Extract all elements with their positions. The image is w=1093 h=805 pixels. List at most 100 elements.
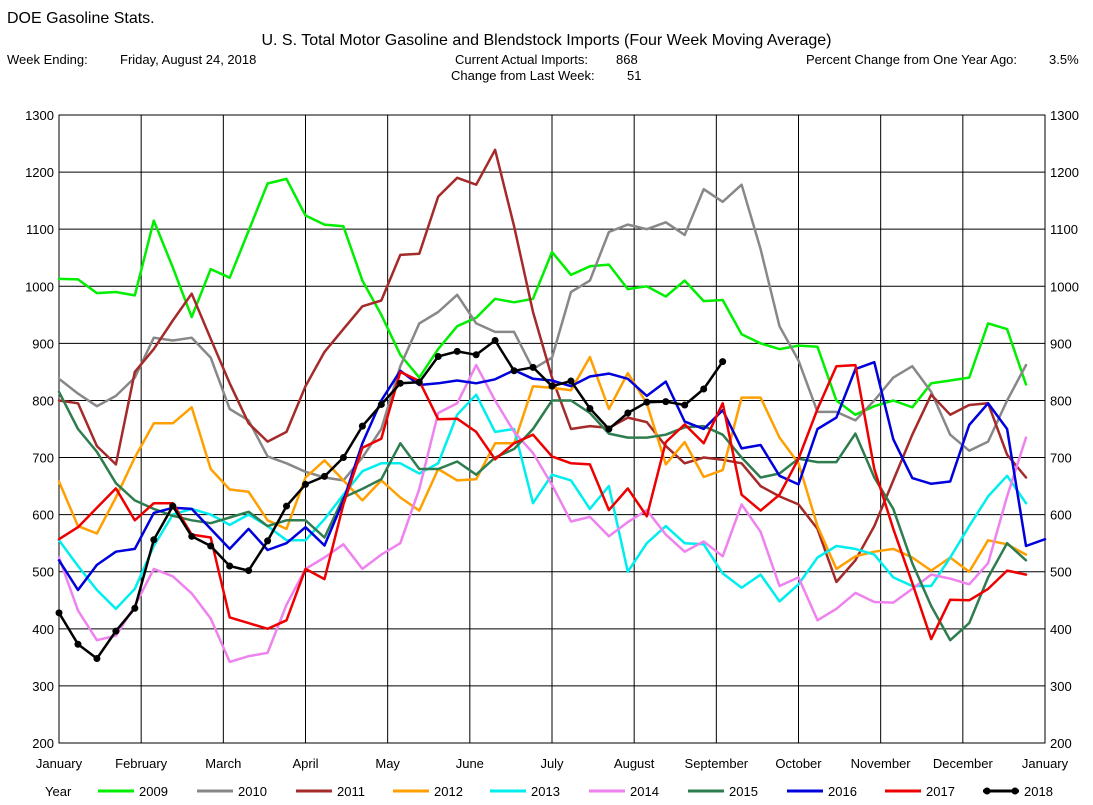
series-point-2018 bbox=[434, 352, 442, 360]
series-point-2018 bbox=[453, 347, 461, 355]
weekly-change-label: Change from Last Week: bbox=[451, 68, 595, 83]
y-tick-label-left: 800 bbox=[32, 393, 54, 408]
y-tick-label-right: 900 bbox=[1050, 336, 1072, 351]
legend-label-2010: 2010 bbox=[238, 784, 267, 799]
y-tick-label-left: 200 bbox=[32, 736, 54, 751]
series-line-2011 bbox=[57, 148, 1028, 584]
y-tick-label-left: 1100 bbox=[26, 222, 54, 237]
y-tick-label-left: 900 bbox=[32, 336, 54, 351]
series-point-2018 bbox=[472, 351, 480, 359]
y-tick-label-left: 1200 bbox=[25, 165, 54, 180]
series-line-2016 bbox=[57, 360, 1047, 592]
series-line-2014 bbox=[57, 363, 1028, 664]
series-line-2012 bbox=[57, 355, 1028, 573]
y-tick-label-left: 400 bbox=[32, 622, 54, 637]
legend-label-2017: 2017 bbox=[926, 784, 955, 799]
legend-label-2012: 2012 bbox=[434, 784, 463, 799]
week-ending-value: Friday, August 24, 2018 bbox=[120, 52, 257, 67]
series-line-2018 bbox=[57, 339, 724, 660]
app-title: DOE Gasoline Stats. bbox=[7, 10, 155, 27]
series-point-2018 bbox=[548, 382, 556, 390]
y-tick-label-right: 500 bbox=[1050, 565, 1072, 580]
legend-label-2015: 2015 bbox=[729, 784, 758, 799]
series-point-2018 bbox=[510, 367, 518, 375]
y-tick-label-right: 600 bbox=[1050, 508, 1072, 523]
series-point-2018 bbox=[377, 400, 385, 408]
y-tick-label-right: 400 bbox=[1050, 622, 1072, 637]
legend-label-2018: 2018 bbox=[1024, 784, 1053, 799]
x-tick-label: July bbox=[540, 756, 564, 771]
weekly-change-value: 51 bbox=[627, 68, 642, 83]
y-tick-label-right: 1000 bbox=[1050, 279, 1079, 294]
x-tick-label: May bbox=[375, 756, 400, 771]
series-point-2018 bbox=[188, 532, 196, 540]
series-point-2018 bbox=[358, 422, 366, 430]
series-point-2018 bbox=[662, 398, 670, 406]
y-tick-label-left: 600 bbox=[32, 508, 54, 523]
series-point-2018 bbox=[586, 404, 594, 412]
x-tick-label: August bbox=[614, 756, 655, 771]
pct-change-label: Percent Change from One Year Ago: bbox=[806, 52, 1018, 67]
y-tick-label-right: 700 bbox=[1050, 451, 1072, 466]
x-tick-label: June bbox=[456, 756, 484, 771]
y-tick-label-left: 700 bbox=[32, 451, 54, 466]
series-point-2018 bbox=[131, 604, 139, 612]
series-point-2018 bbox=[93, 655, 101, 663]
y-tick-label-right: 300 bbox=[1050, 679, 1072, 694]
pct-change-value: 3.5% bbox=[1049, 52, 1079, 67]
series-line-2015 bbox=[57, 390, 1028, 642]
current-imports-label: Current Actual Imports: bbox=[455, 52, 588, 67]
series-point-2018 bbox=[74, 640, 82, 648]
y-tick-label-left: 1300 bbox=[25, 108, 54, 123]
chart-title: U. S. Total Motor Gasoline and Blendstoc… bbox=[261, 32, 832, 49]
x-tick-label: October bbox=[775, 756, 822, 771]
series-point-2018 bbox=[226, 562, 234, 570]
series-point-2018 bbox=[624, 409, 632, 417]
series-point-2018 bbox=[605, 425, 613, 433]
series-line-2017 bbox=[57, 363, 1028, 641]
series-point-2018 bbox=[264, 537, 272, 545]
y-tick-label-right: 1200 bbox=[1050, 165, 1079, 180]
x-tick-label: September bbox=[685, 756, 749, 771]
x-tick-label: January bbox=[36, 756, 83, 771]
y-tick-label-right: 800 bbox=[1050, 393, 1072, 408]
y-tick-label-left: 500 bbox=[32, 565, 54, 580]
series-point-2018 bbox=[339, 454, 347, 462]
series-point-2018 bbox=[150, 536, 158, 544]
x-tick-label: December bbox=[933, 756, 994, 771]
series-point-2018 bbox=[491, 337, 499, 345]
week-ending-label: Week Ending: bbox=[7, 52, 88, 67]
series-point-2018 bbox=[169, 502, 177, 510]
series-point-2018 bbox=[396, 379, 404, 387]
series-point-2018 bbox=[719, 358, 727, 366]
series-point-2018 bbox=[700, 385, 708, 393]
series-point-2018 bbox=[207, 542, 215, 550]
series-point-2018 bbox=[415, 378, 423, 386]
x-tick-label: February bbox=[115, 756, 168, 771]
series-point-2018 bbox=[245, 567, 253, 575]
legend-label-2011: 2011 bbox=[337, 784, 365, 799]
series-point-2018 bbox=[112, 627, 120, 635]
series-point-2018 bbox=[320, 472, 328, 480]
series-point-2018 bbox=[567, 377, 575, 385]
current-imports-value: 868 bbox=[616, 52, 638, 67]
y-tick-label-right: 1300 bbox=[1050, 108, 1079, 123]
x-tick-label: April bbox=[292, 756, 318, 771]
series-point-2018 bbox=[283, 502, 291, 510]
legend-title: Year bbox=[45, 784, 72, 799]
x-tick-label: March bbox=[205, 756, 241, 771]
legend-marker-2018 bbox=[983, 787, 991, 795]
series-point-2018 bbox=[643, 398, 651, 406]
legend-label-2013: 2013 bbox=[531, 784, 560, 799]
legend-label-2016: 2016 bbox=[828, 784, 857, 799]
x-tick-label: November bbox=[851, 756, 912, 771]
y-tick-label-right: 1100 bbox=[1050, 222, 1078, 237]
y-tick-label-right: 200 bbox=[1050, 736, 1072, 751]
legend-label-2009: 2009 bbox=[139, 784, 168, 799]
legend-marker-2018 bbox=[1011, 787, 1019, 795]
series-point-2018 bbox=[55, 609, 63, 617]
x-tick-label: January bbox=[1022, 756, 1069, 771]
series-point-2018 bbox=[529, 363, 537, 371]
legend-label-2014: 2014 bbox=[630, 784, 659, 799]
